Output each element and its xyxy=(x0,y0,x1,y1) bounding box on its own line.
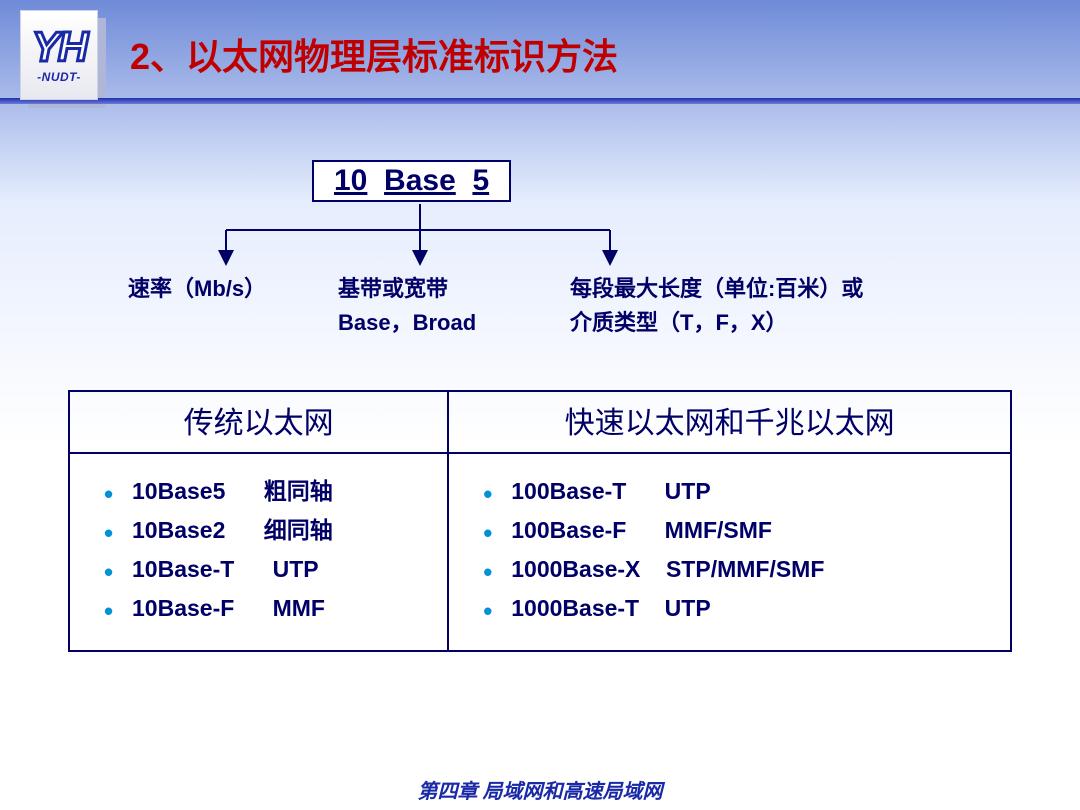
list-item: 10Base-F MMF xyxy=(104,589,437,628)
logo: YH -NUDT- xyxy=(20,10,98,100)
list-item: 1000Base-T UTP xyxy=(483,589,1000,628)
table-cell-fast: 100Base-T UTP100Base-F MMF/SMF1000Base-X… xyxy=(448,453,1011,651)
list-item: 100Base-F MMF/SMF xyxy=(483,511,1000,550)
footer: 第四章 局域网和高速局域网 xyxy=(0,775,1080,804)
list-item: 10Base2 细同轴 xyxy=(104,511,437,550)
annotation-1: 基带或宽带Base，Broad xyxy=(338,272,476,340)
table-header-fast: 快速以太网和千兆以太网 xyxy=(448,391,1011,453)
annotation-2: 每段最大长度（单位:百米）或介质类型（T，F，X） xyxy=(570,272,863,340)
annotation-0: 速率（Mb/s） xyxy=(128,272,266,306)
list-item: 10Base-T UTP xyxy=(104,550,437,589)
table-header-traditional: 传统以太网 xyxy=(69,391,448,453)
ethernet-standards-table: 传统以太网 快速以太网和千兆以太网 10Base5 粗同轴10Base2 细同轴… xyxy=(68,390,1012,652)
logo-main: YH xyxy=(32,26,86,68)
slide: YH -NUDT- 2、以太网物理层标准标识方法 10 Base 5 速率（Mb… xyxy=(0,0,1080,810)
logo-box: YH -NUDT- xyxy=(20,10,98,100)
list-item: 10Base5 粗同轴 xyxy=(104,472,437,511)
list-item: 100Base-T UTP xyxy=(483,472,1000,511)
table-cell-traditional: 10Base5 粗同轴10Base2 细同轴10Base-T UTP10Base… xyxy=(69,453,448,651)
logo-sub: -NUDT- xyxy=(37,70,81,84)
list-item: 1000Base-X STP/MMF/SMF xyxy=(483,550,1000,589)
